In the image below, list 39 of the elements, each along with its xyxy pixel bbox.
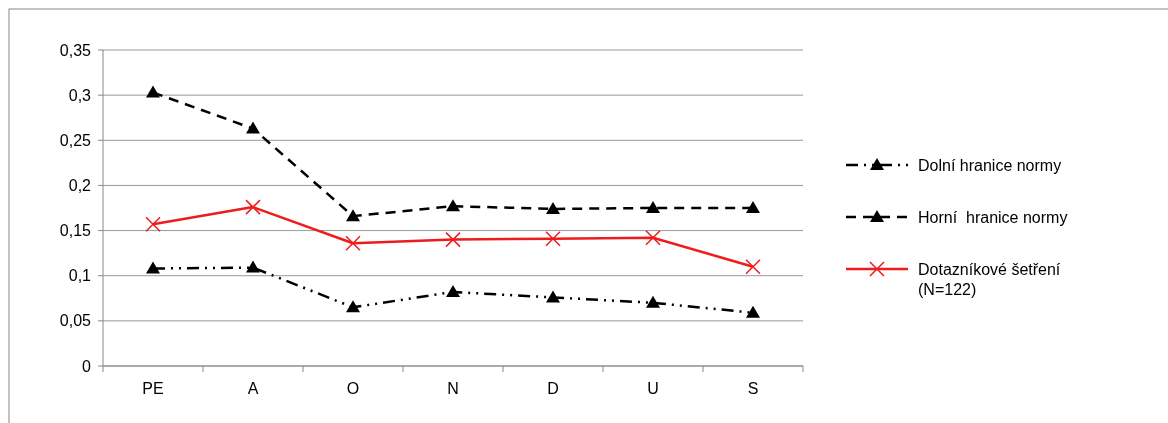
y-tick-label: 0,1 <box>68 267 92 285</box>
legend-label: Dotazníkové šetření (N=122) <box>918 260 1061 299</box>
x-tick-label: O <box>346 380 360 397</box>
point <box>246 260 260 273</box>
x-tick-label: PE <box>142 380 164 397</box>
point <box>445 231 461 248</box>
point <box>346 300 360 313</box>
point <box>146 261 160 274</box>
x-tick-label: A <box>247 380 259 397</box>
y-tick-label: 0,3 <box>68 86 92 104</box>
legend-label: Horní hranice normy <box>918 208 1068 226</box>
point <box>245 199 261 215</box>
y-tick-label: 0,25 <box>59 131 92 149</box>
point <box>645 230 661 246</box>
point <box>345 235 361 251</box>
point <box>446 284 460 297</box>
point <box>746 201 760 213</box>
x-tick-label: U <box>647 380 659 397</box>
point <box>646 295 660 308</box>
x-tick-label: N <box>447 380 459 397</box>
point <box>546 290 560 303</box>
point <box>746 305 760 318</box>
point <box>646 201 660 213</box>
y-tick-label: 0 <box>82 357 92 375</box>
point <box>146 85 160 98</box>
point <box>145 216 161 232</box>
point <box>346 209 360 222</box>
point <box>545 230 561 247</box>
legend-label: Dolní hranice normy <box>918 156 1062 174</box>
x-tick-label: D <box>547 380 559 397</box>
point <box>745 258 761 275</box>
y-tick-label: 0,15 <box>59 222 92 240</box>
point <box>546 201 560 214</box>
y-tick-label: 0,2 <box>68 177 92 195</box>
point <box>246 121 260 134</box>
y-tick-label: 0,05 <box>59 312 92 330</box>
point <box>446 199 460 212</box>
y-tick-label: 0,35 <box>59 41 92 59</box>
x-tick-label: S <box>747 380 759 397</box>
